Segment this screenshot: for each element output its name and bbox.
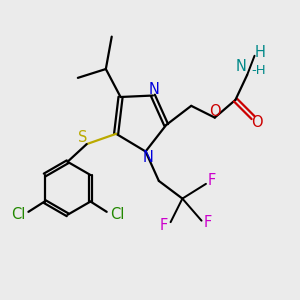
Text: N: N	[236, 58, 247, 74]
Text: F: F	[204, 214, 212, 230]
Text: H: H	[254, 45, 265, 60]
Text: N: N	[149, 82, 160, 97]
Text: O: O	[251, 115, 262, 130]
Text: Cl: Cl	[11, 207, 25, 222]
Text: N: N	[142, 150, 153, 165]
Text: F: F	[208, 173, 216, 188]
Text: S: S	[78, 130, 88, 145]
Text: -H: -H	[252, 64, 266, 77]
Text: Cl: Cl	[110, 207, 124, 222]
Text: O: O	[209, 103, 220, 118]
Text: F: F	[160, 218, 168, 232]
